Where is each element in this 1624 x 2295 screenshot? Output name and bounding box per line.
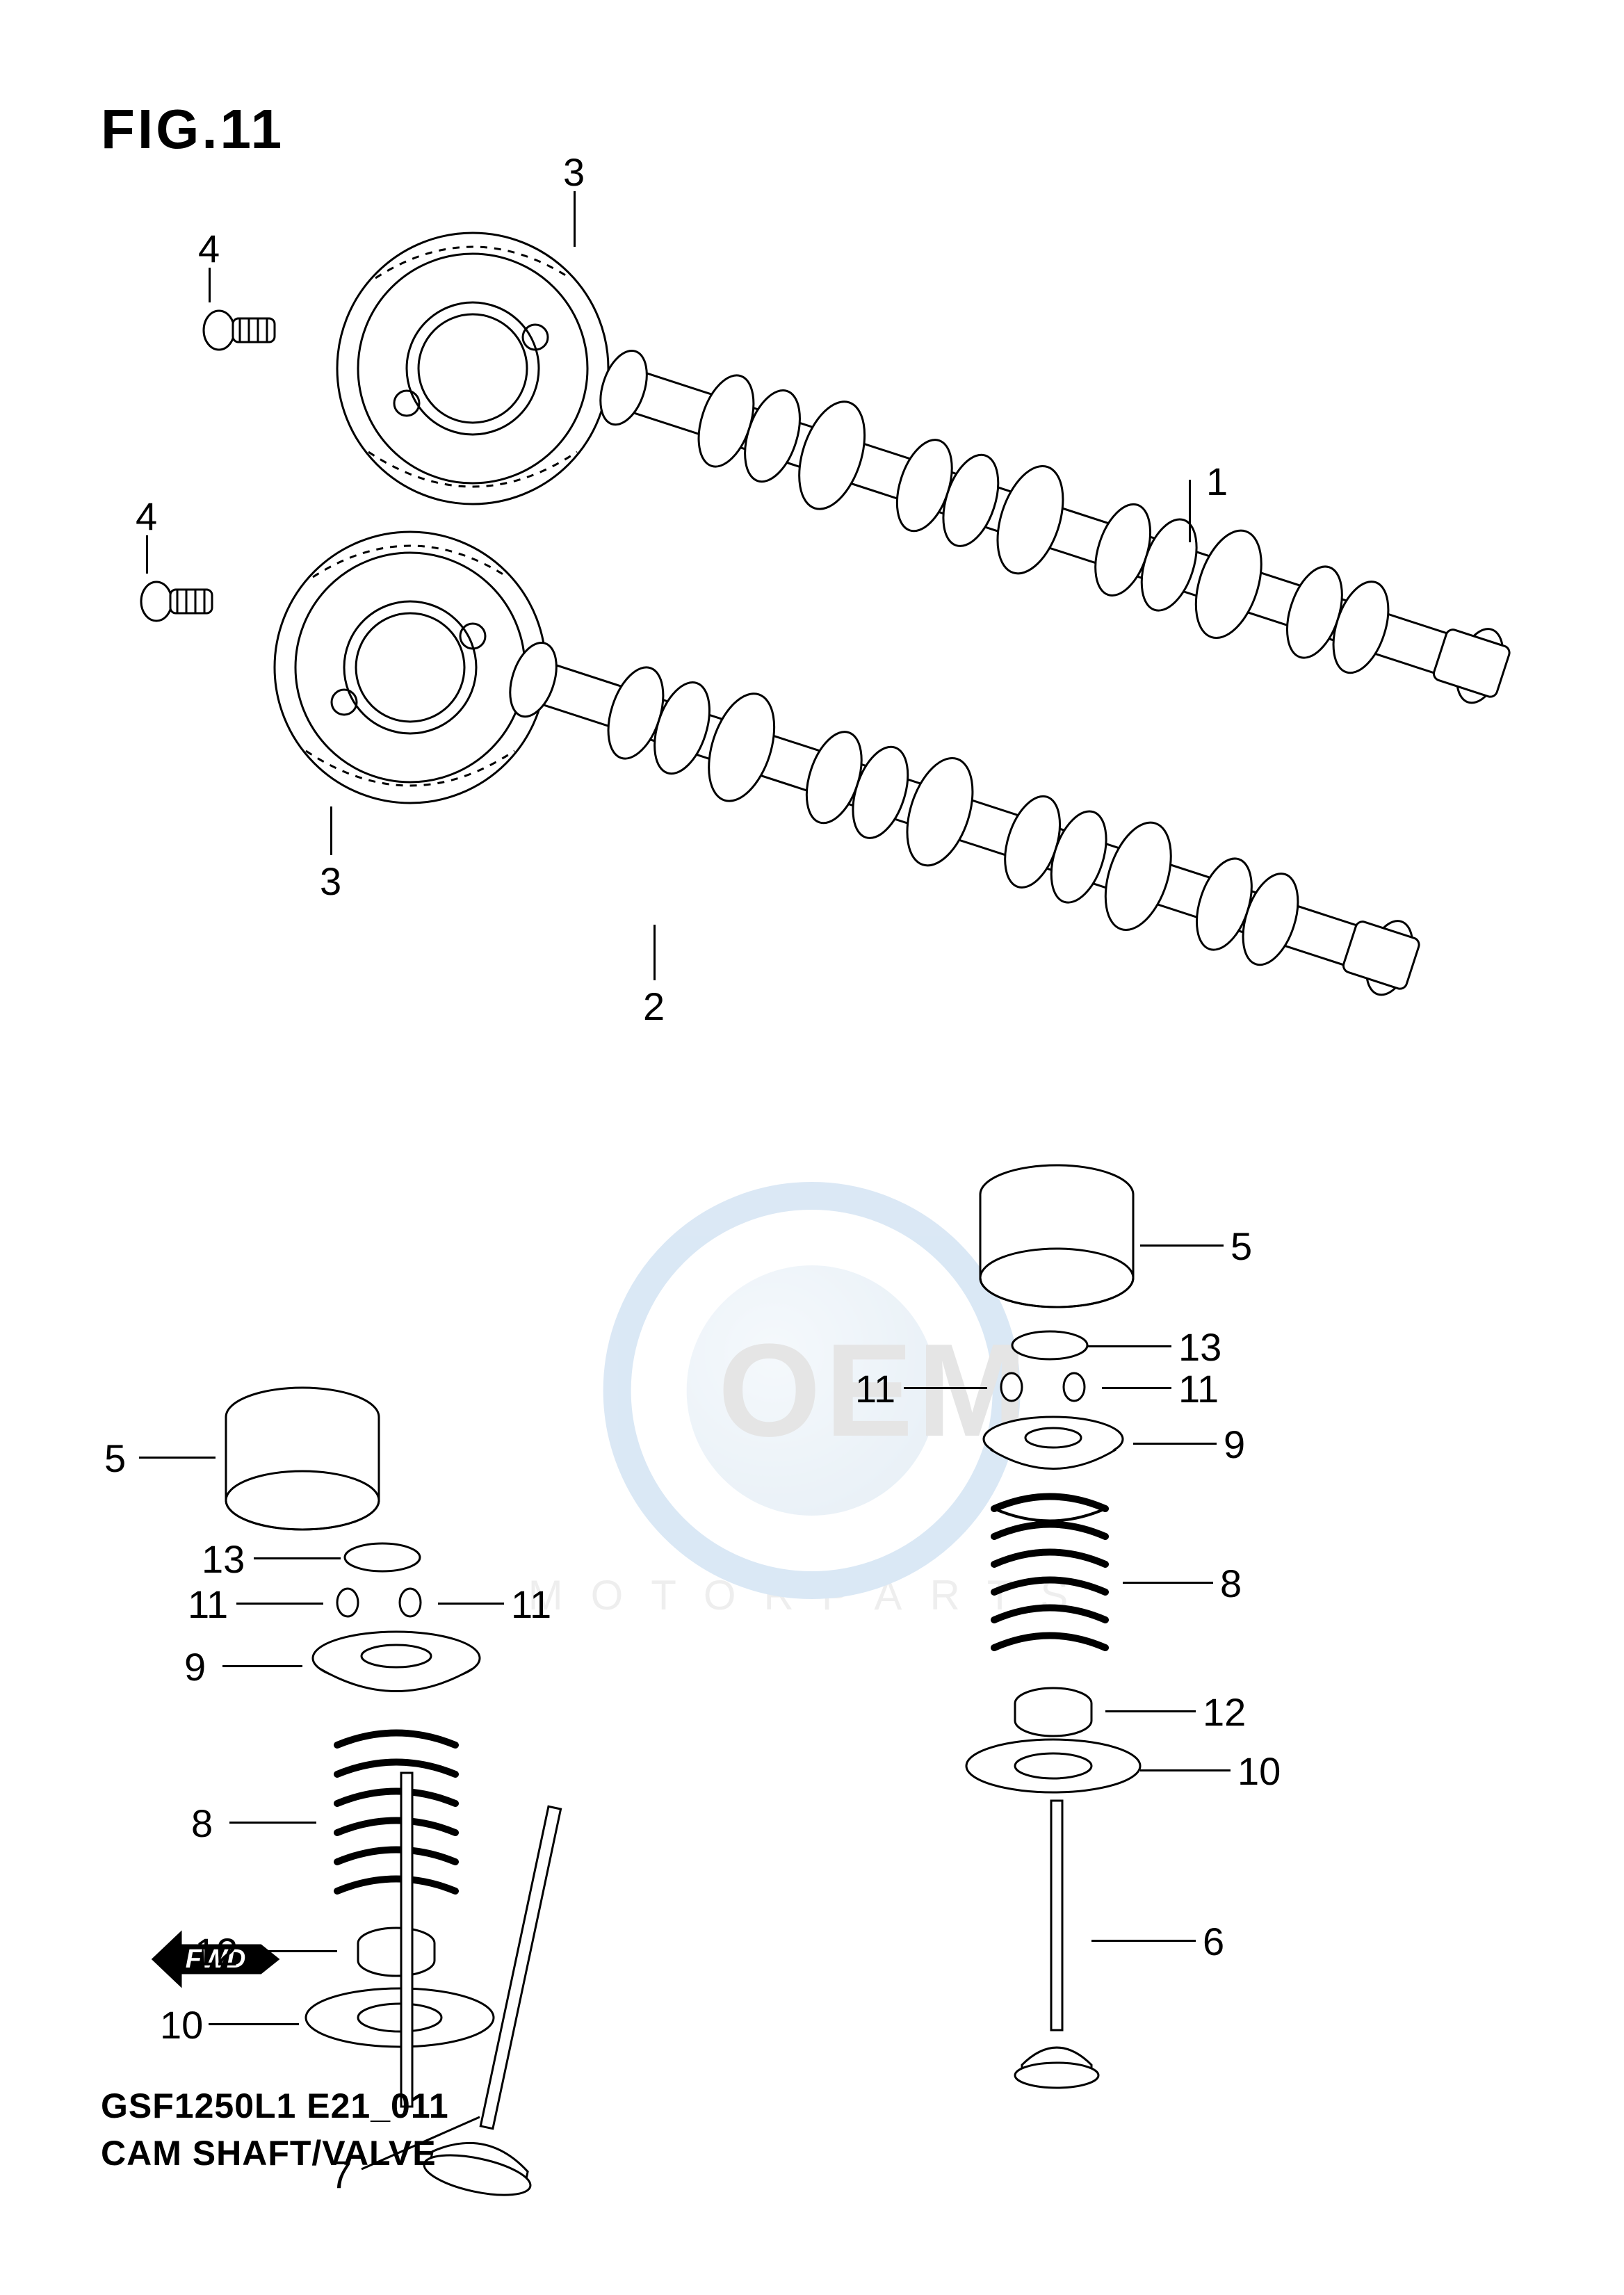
figure-title: FIG.11 (101, 97, 284, 161)
tappet-left (212, 1384, 393, 1536)
callout-12a: 12 (1203, 1689, 1246, 1735)
tappet-right (966, 1161, 1147, 1314)
callout-10a: 10 (1237, 1749, 1281, 1794)
callout-8b: 8 (191, 1801, 213, 1846)
callout-3b: 3 (320, 859, 341, 904)
callout-3a: 3 (563, 149, 585, 195)
callout-5b: 5 (104, 1436, 126, 1481)
footer-line1: GSF1250L1 E21_011 (101, 2083, 449, 2130)
callout-9b: 9 (184, 1644, 206, 1689)
cotters-right (987, 1366, 1105, 1408)
callout-10b: 10 (160, 2002, 203, 2047)
callout-11b: 11 (1178, 1366, 1219, 1411)
seat-right (956, 1735, 1151, 1804)
callout-1: 1 (1206, 459, 1228, 504)
callout-13b: 13 (202, 1536, 245, 1582)
callout-4a: 4 (198, 226, 220, 271)
retainer-left (299, 1627, 494, 1717)
retainer-right (966, 1411, 1140, 1488)
callout-12b: 12 (195, 1929, 238, 1974)
callout-9a: 9 (1224, 1422, 1245, 1467)
spring-right (970, 1488, 1130, 1676)
callout-4b: 4 (136, 494, 157, 539)
bolt-upper (202, 299, 285, 362)
valve7-render (417, 1919, 424, 1926)
footer-line2: CAM SHAFT/VALVE (101, 2130, 449, 2178)
seal-right (994, 1679, 1112, 1742)
seal-left (337, 1919, 455, 1981)
valve-exhaust (1001, 1801, 1112, 2093)
figure-footer: GSF1250L1 E21_011 CAM SHAFT/VALVE (101, 2083, 449, 2177)
callout-2: 2 (643, 984, 665, 1029)
callout-11c: 11 (188, 1582, 228, 1627)
shim-right (1008, 1328, 1091, 1363)
callout-6: 6 (1203, 1919, 1224, 1964)
camshaft-exhaust (480, 626, 1453, 1015)
callout-8a: 8 (1220, 1561, 1242, 1606)
callout-11d: 11 (511, 1582, 551, 1627)
cotters-left (323, 1582, 441, 1623)
callout-11a: 11 (855, 1366, 895, 1411)
callout-13a: 13 (1178, 1324, 1221, 1370)
callout-5a: 5 (1231, 1224, 1252, 1269)
valve7 (417, 2037, 424, 2044)
spring-left (313, 1724, 480, 1919)
shim-left (341, 1540, 424, 1575)
bolt-lower (139, 570, 222, 633)
